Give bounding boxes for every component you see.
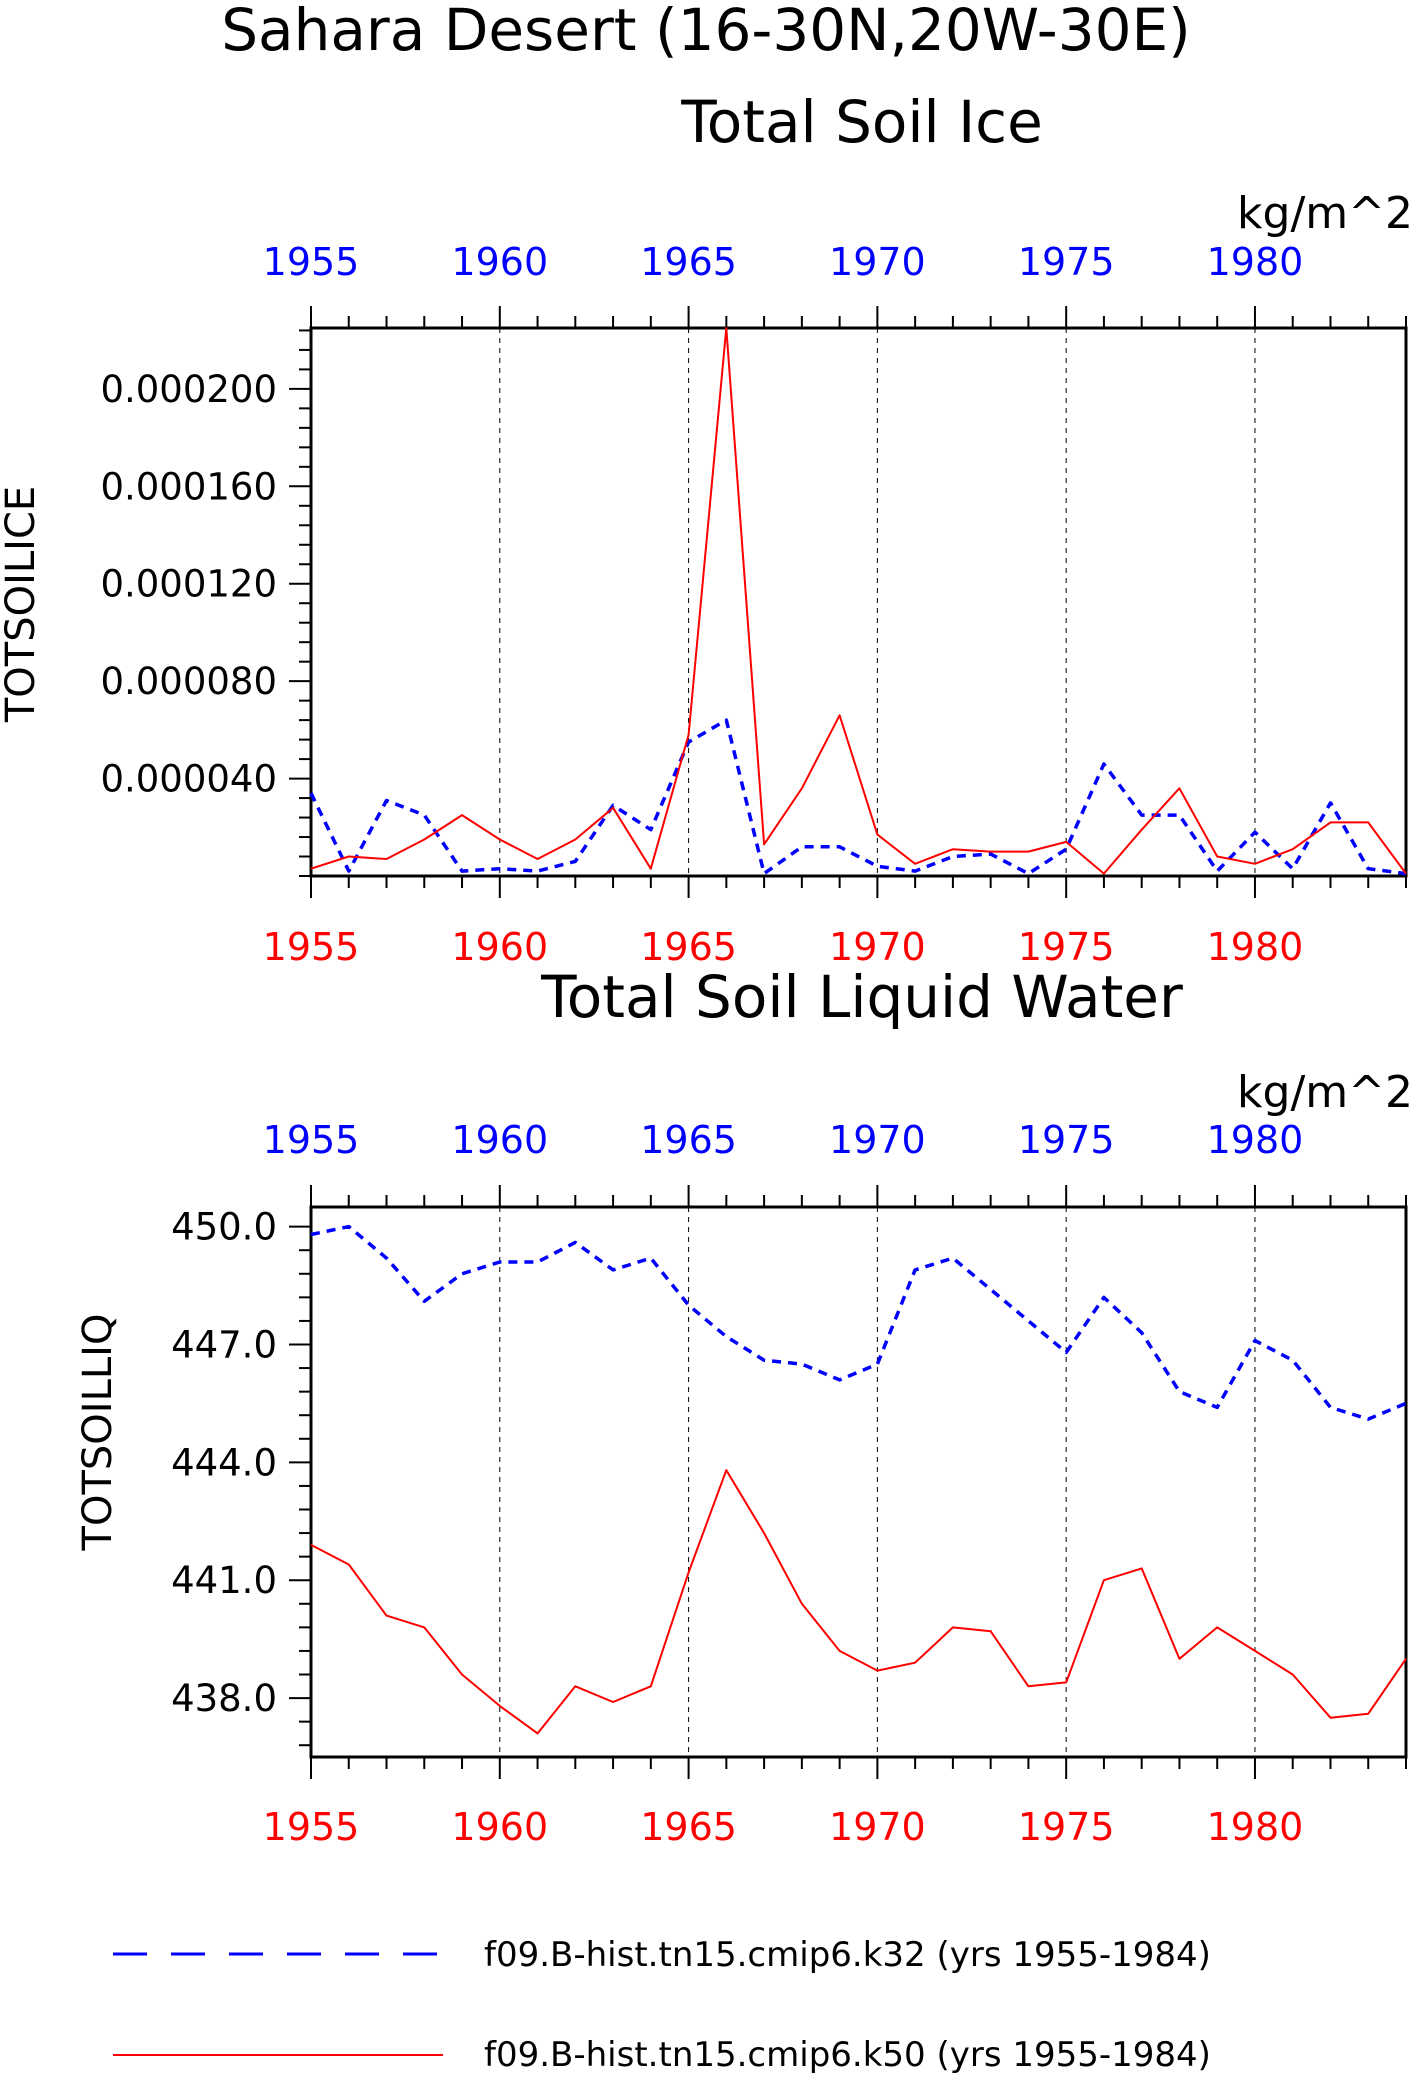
soil-liquid-units: kg/m^2 <box>1237 1067 1413 1118</box>
soil-liquid-plot-frame <box>309 1205 1408 1759</box>
soil-liquid-y-tick-label: 438.0 <box>171 1677 277 1720</box>
soil-liquid-x-top-tick-label: 1970 <box>829 1118 926 1162</box>
soil-ice-title: Total Soil Ice <box>680 88 1043 156</box>
soil-liquid-x-top-tick-label: 1955 <box>263 1118 360 1162</box>
soil-ice-series-k32-line <box>309 718 1407 876</box>
soil-liquid-x-top-tick-label: 1965 <box>640 1118 737 1162</box>
soil-ice-x-top-tick-label: 1965 <box>640 240 737 284</box>
soil-liquid-y-tick-label: 450.0 <box>171 1206 277 1249</box>
soil-ice-x-tick-label: 1960 <box>451 925 548 969</box>
soil-liquid-x-tick-label: 1960 <box>451 1805 548 1849</box>
soil-liquid-x-top-tick-label: 1980 <box>1207 1118 1304 1162</box>
soil-ice-x-top-tick-label: 1970 <box>829 240 926 284</box>
soil-liquid-y-tick-label: 444.0 <box>171 1441 277 1484</box>
soil-ice-x-tick-label: 1955 <box>263 925 360 969</box>
soil-liquid-x-top-tick-label: 1975 <box>1018 1118 1115 1162</box>
soil-ice-x-tick-label: 1965 <box>640 925 737 969</box>
soil-liquid-y-tick-label: 447.0 <box>171 1324 277 1367</box>
soil-ice-units: kg/m^2 <box>1237 188 1413 239</box>
soil-ice-y-tick-label: 0.000120 <box>100 563 277 606</box>
soil-liquid-y-axis-label: TOTSOILLIQ <box>75 1314 121 1552</box>
soil-ice-x-top-tick-label: 1960 <box>451 240 548 284</box>
soil-ice-x-top-tick-label: 1980 <box>1207 240 1304 284</box>
soil-ice-y-tick-label: 0.000160 <box>100 465 277 508</box>
soil-ice-y-tick-label: 0.000080 <box>100 660 277 703</box>
soil-liquid-x-tick-label: 1955 <box>263 1805 360 1849</box>
soil-liquid-title: Total Soil Liquid Water <box>540 963 1183 1031</box>
soil-liquid-x-tick-label: 1970 <box>829 1805 926 1849</box>
soil-ice-panel: Total Soil Ice kg/m^2 TOTSOILICE 1955 195… <box>0 88 1413 969</box>
soil-ice-plot-frame <box>309 326 1408 878</box>
soil-liquid-x-tick-label: 1975 <box>1018 1805 1115 1849</box>
soil-liquid-series-k32-line <box>310 1224 1407 1421</box>
soil-ice-x-tick-label: 1970 <box>829 925 926 969</box>
page-title: Sahara Desert (16-30N,20W-30E) <box>221 0 1191 64</box>
soil-liquid-x-top-tick-label: 1960 <box>451 1118 548 1162</box>
soil-ice-y-axis-label: TOTSOILICE <box>0 486 44 723</box>
soil-ice-y-tick-label: 0.000200 <box>100 368 277 411</box>
soil-liquid-x-tick-label: 1965 <box>640 1805 737 1849</box>
soil-liquid-panel: Total Soil Liquid Water kg/m^2 TOTSOILLI… <box>75 963 1413 1849</box>
soil-ice-x-tick-label: 1980 <box>1207 925 1304 969</box>
soil-liquid-y-tick-label: 441.0 <box>171 1559 277 1602</box>
legend: f09.B-hist.tn15.cmip6.k32 (yrs 1955-1984… <box>113 1935 1211 2074</box>
soil-ice-x-top-tick-label: 1955 <box>263 240 360 284</box>
soil-liquid-series-k50-line <box>310 1469 1407 1735</box>
legend-label-k32: f09.B-hist.tn15.cmip6.k32 (yrs 1955-1984… <box>484 1935 1211 1975</box>
soil-liquid-x-tick-label: 1980 <box>1207 1805 1304 1849</box>
soil-ice-x-top-tick-label: 1975 <box>1018 240 1115 284</box>
soil-ice-y-tick-label: 0.000040 <box>100 758 277 801</box>
legend-label-k50: f09.B-hist.tn15.cmip6.k50 (yrs 1955-1984… <box>484 2035 1211 2074</box>
soil-ice-x-tick-label: 1975 <box>1018 925 1115 969</box>
soil-ice-series-k50-line <box>310 327 1407 875</box>
